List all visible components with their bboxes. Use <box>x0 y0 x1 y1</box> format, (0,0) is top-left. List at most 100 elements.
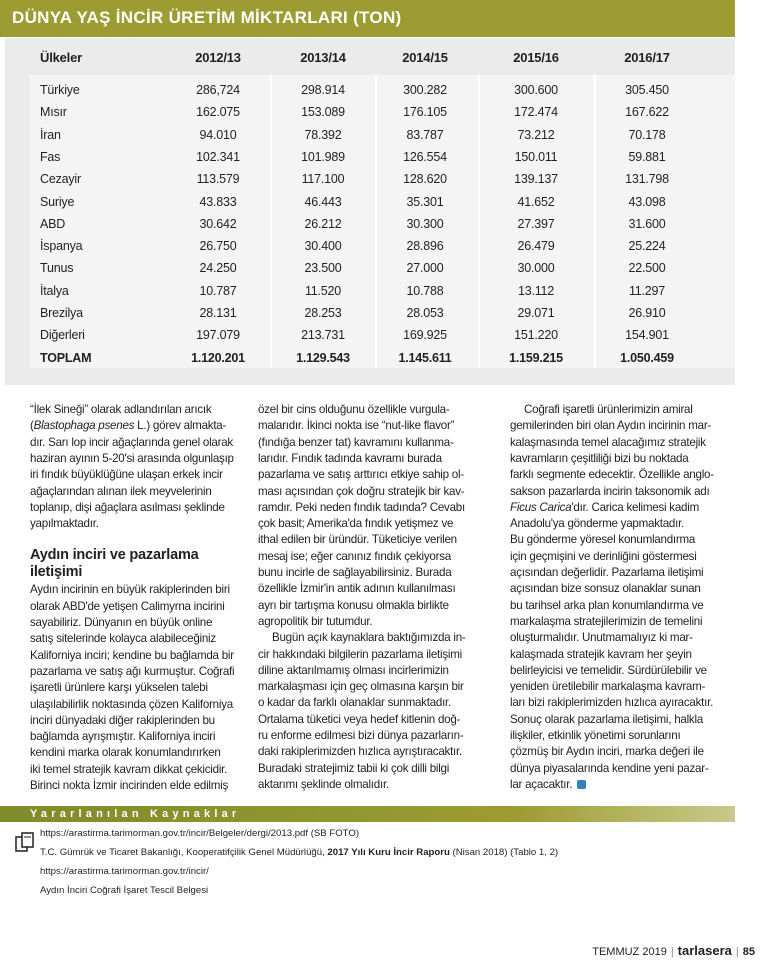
text-line: Coğrafi işaretli ürünlerimizin amiral <box>524 402 693 418</box>
table-cell: 102.341 <box>196 149 240 164</box>
table-cell: 150.011 <box>514 149 558 164</box>
end-mark <box>577 779 587 789</box>
table-cell: Mısır <box>40 105 67 120</box>
table-cell: 78.392 <box>304 127 342 142</box>
table-cell: 30.300 <box>406 216 444 231</box>
table-cell: 300.600 <box>514 83 558 97</box>
text: daki rakiplerimizden hızlıca ayrıştıraca… <box>258 745 462 759</box>
text-line: Aydın İnciri Coğrafi İşaret Tescil Belge… <box>40 885 208 897</box>
text-line: sakson pazarlarda incirin taksonomik adı <box>510 484 710 500</box>
text-line: kalaşmasında temel alacağımız stratejik <box>510 435 706 451</box>
text-line: toplanıp, dişi ağaçlara asılması şeklind… <box>30 500 225 516</box>
text-line: kavramların çeşitliliği bizi bu noktada <box>510 451 689 467</box>
text-line: belirleyicisi ve temelidir. Sürdürülebil… <box>510 663 707 679</box>
table-cell: 1.159.215 <box>509 350 563 365</box>
text-line: çözmüş bir Aydın inciri, marka değeri il… <box>510 744 704 760</box>
table-cell: 30.000 <box>517 261 555 276</box>
text-line: cir hakkındaki bilgilerin pazarlama ilet… <box>258 647 462 663</box>
table-cell: 298.914 <box>301 83 345 97</box>
text-line: özellikle İzmir'in antik adının kullanıl… <box>258 581 456 597</box>
text: satış sitelerinde kolayca alabileceğiniz <box>30 632 216 646</box>
table-cell: 28.053 <box>406 306 444 320</box>
footer: TEMMUZ 2019 | tarlasera | 85 <box>592 943 755 958</box>
text: Sonuç olarak pazarlama iletişimi, halkla <box>510 712 703 726</box>
text-line: malarıdır. İkinci nokta ise “nut-like fl… <box>258 418 454 434</box>
text: kalaşmada stratejik kavram her şeyin <box>510 647 692 661</box>
text: https://arastirma.tarimorman.gov.tr/inci… <box>40 866 209 877</box>
table-cell: 30.642 <box>199 216 237 231</box>
text: ayrı bir tartışma konusu olmakla birlikt… <box>258 598 449 612</box>
text: bu tarihsel arka plan konumlandırma ve <box>510 598 704 612</box>
reference-icon <box>15 832 34 852</box>
text-line: özel bir cins olduğunu özellikle vurgula… <box>258 402 450 418</box>
issue: TEMMUZ 2019 <box>592 946 667 958</box>
table-cell: 1.145.611 <box>398 350 452 365</box>
text: cir hakkındaki bilgilerin pazarlama ilet… <box>258 647 462 661</box>
table-cell: 30.400 <box>304 239 342 254</box>
text: olarak ABD'de yetişen Calimyrna incirini <box>30 599 225 613</box>
text-line: ilişkiler, etkinlik yönetimi sorunlarını <box>510 728 681 744</box>
table-cell: 31.600 <box>628 216 666 231</box>
text: agropolitik bir tutumdur. <box>258 614 373 628</box>
text: bağlamda ayrışmıştır. Kaliforniya inciri <box>30 730 216 744</box>
text-line: bağlamda ayrışmıştır. Kaliforniya inciri <box>30 729 215 745</box>
column-separator <box>270 75 272 368</box>
text-line: iri fındık büyüklüğüne ulaşan erkek inci… <box>30 467 223 483</box>
text-line: larıdır. Fındık tadında kavramı burada <box>258 451 442 467</box>
text-line: aktarımı şeklinde olmalıdır. <box>258 777 389 793</box>
text: kavramların çeşitliliği bizi bu noktada <box>510 451 689 465</box>
text-line: Bugün açık kaynaklara baktığımızda in- <box>272 630 466 646</box>
text-line: açısından bize sonsuz olanaklar sunan <box>510 581 701 597</box>
table-cell: 26.910 <box>628 306 666 320</box>
text: sayabiliriz. Dünyanın en büyük online <box>30 616 213 629</box>
text-line: haziran ayının 5-20'si arasında olgunlaş… <box>30 451 234 467</box>
text-line: “İlek Sineği” olarak adlandırılan arıcık <box>30 402 212 418</box>
text: işaretli ürünlere karşı yükselen talebi <box>30 681 208 695</box>
table-cell: 167.622 <box>625 105 669 120</box>
text: markalaşma stratejilerimizin de temelini <box>510 614 703 628</box>
text: özel bir cins olduğunu özellikle vurgula… <box>258 403 450 416</box>
text: Anadolu'ya gönderme yapmaktadır. <box>510 517 685 531</box>
italic-text: Ficus Carica <box>510 500 572 514</box>
table-cell: Diğerleri <box>40 328 85 343</box>
text: ması açısından çok doğru stratejik bir k… <box>258 484 465 498</box>
text-line: mesaj ise; eğer canınız fındık çekiyorsa <box>258 549 451 565</box>
text-line: olarak ABD'de yetişen Calimyrna incirini <box>30 599 225 615</box>
table-cell: 73.212 <box>517 127 555 142</box>
text-line: bu tarihsel arka plan konumlandırma ve <box>510 598 704 614</box>
table-cell: 1.120.201 <box>191 350 245 365</box>
text-line: (Blastophaga psenes L.) görev almakta- <box>30 418 226 434</box>
text: https://arastirma.tarimorman.gov.tr/inci… <box>40 828 360 839</box>
table-cell: 28.253 <box>304 306 342 320</box>
table-cell: İran <box>40 127 61 142</box>
text-line: yapılmaktadır. <box>30 516 99 532</box>
text-line: işaretli ürünlere karşı yükselen talebi <box>30 680 208 696</box>
text-line: markalaşma stratejilerimizin de temelini <box>510 614 703 630</box>
text: açısından bize sonsuz olanaklar sunan <box>510 582 701 596</box>
text: ulaşılabilirlik noktasında çözen Kalifor… <box>30 697 233 711</box>
table-cell: Fas <box>40 149 61 164</box>
table-cell: 28.131 <box>199 306 237 320</box>
table-cell: 2013/14 <box>300 50 346 65</box>
table-cell: 70.178 <box>628 127 666 142</box>
text-line: T.C. Gümrük ve Ticaret Bakanlığı, Kooper… <box>40 847 558 859</box>
text-line: ması açısından çok doğru stratejik bir k… <box>258 484 465 500</box>
text: yeniden üretilebilir markalaşma kavram- <box>510 680 706 694</box>
text: haziran ayının 5-20'si arasında olgunlaş… <box>30 451 234 465</box>
table-cell: 154.901 <box>625 328 669 343</box>
text: açısından değerlidir. Pazarlama iletişim… <box>510 566 704 579</box>
text: belirleyicisi ve temelidir. Sürdürülebil… <box>510 663 707 677</box>
references-bar <box>0 806 735 822</box>
text: gemilerinden biri olan Aydın incirinin m… <box>510 419 712 433</box>
table-cell: 197.079 <box>196 328 240 343</box>
text: L.) görev almakta- <box>134 419 227 433</box>
table-cell: Suriye <box>40 194 75 209</box>
text-line: oluşturmalıdır. Unutmamalıyız ki mar- <box>510 630 693 646</box>
text-line: ları bizi rakiplerimizden hızlıca ayırac… <box>510 695 713 711</box>
text: çok basit; Amerika'da fındık yetişmez ve <box>258 517 454 531</box>
text: iri fındık büyüklüğüne ulaşan erkek inci… <box>30 468 223 482</box>
table-cell: 2015/16 <box>513 50 559 65</box>
text-line: inciri dünyadaki diğer rakiplerinden bu <box>30 713 215 729</box>
text: toplanıp, dişi ağaçlara asılması şeklind… <box>30 500 225 514</box>
text: 'dır. Carica kelimesi kadim <box>571 500 699 514</box>
